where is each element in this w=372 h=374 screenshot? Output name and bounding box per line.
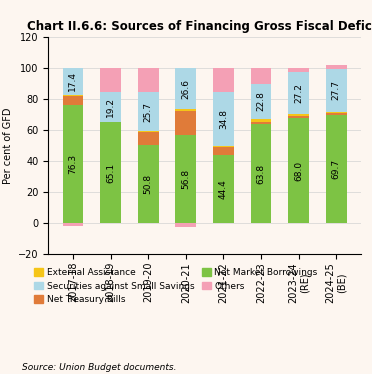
Text: 50.8: 50.8 <box>144 174 153 194</box>
Bar <box>138 68 158 92</box>
Bar <box>326 112 347 113</box>
Bar <box>288 72 309 114</box>
Bar <box>288 116 309 118</box>
Text: 27.2: 27.2 <box>294 83 303 103</box>
Bar <box>251 125 272 223</box>
Text: 68.0: 68.0 <box>294 160 303 181</box>
Bar <box>62 68 83 95</box>
Bar <box>288 68 309 72</box>
Text: 34.8: 34.8 <box>219 108 228 129</box>
Bar <box>213 145 234 147</box>
Text: 19.2: 19.2 <box>106 97 115 117</box>
Bar <box>326 115 347 223</box>
Bar <box>100 92 121 122</box>
Text: 76.3: 76.3 <box>68 154 77 174</box>
Bar <box>251 119 272 122</box>
Bar <box>62 95 83 96</box>
Bar <box>251 122 272 125</box>
Text: 63.8: 63.8 <box>257 164 266 184</box>
Text: 44.4: 44.4 <box>219 179 228 199</box>
Bar <box>251 68 272 84</box>
Text: 65.1: 65.1 <box>106 163 115 183</box>
Bar <box>138 131 158 132</box>
Bar <box>138 145 158 223</box>
Bar <box>326 65 347 69</box>
Text: 26.6: 26.6 <box>181 79 190 99</box>
Bar <box>288 114 309 116</box>
Bar <box>176 111 196 135</box>
Text: 17.4: 17.4 <box>68 71 77 91</box>
Text: 56.8: 56.8 <box>181 169 190 189</box>
Bar <box>176 135 196 223</box>
Text: Source: Union Budget documents.: Source: Union Budget documents. <box>22 363 177 372</box>
Y-axis label: Per cent of GFD: Per cent of GFD <box>3 108 13 184</box>
Legend: External Assistance, Securities against Small Savings, Net Treasury Bills, Net M: External Assistance, Securities against … <box>34 268 318 304</box>
Bar <box>288 118 309 223</box>
Bar <box>213 154 234 223</box>
Bar <box>213 68 234 92</box>
Bar <box>62 223 83 226</box>
Bar <box>251 84 272 119</box>
Text: 69.7: 69.7 <box>332 159 341 180</box>
Bar <box>62 105 83 223</box>
Bar <box>176 68 196 110</box>
Bar <box>62 96 83 105</box>
Title: Chart II.6.6: Sources of Financing Gross Fiscal Deficit: Chart II.6.6: Sources of Financing Gross… <box>28 21 372 33</box>
Text: 25.7: 25.7 <box>144 101 153 122</box>
Bar <box>326 113 347 115</box>
Bar <box>176 110 196 111</box>
Bar <box>326 69 347 112</box>
Bar <box>138 132 158 145</box>
Text: 27.7: 27.7 <box>332 80 341 100</box>
Bar <box>100 122 121 223</box>
Bar <box>213 147 234 154</box>
Bar <box>176 223 196 227</box>
Text: 22.8: 22.8 <box>257 92 266 111</box>
Bar <box>213 92 234 145</box>
Bar <box>100 68 121 92</box>
Bar <box>138 92 158 131</box>
